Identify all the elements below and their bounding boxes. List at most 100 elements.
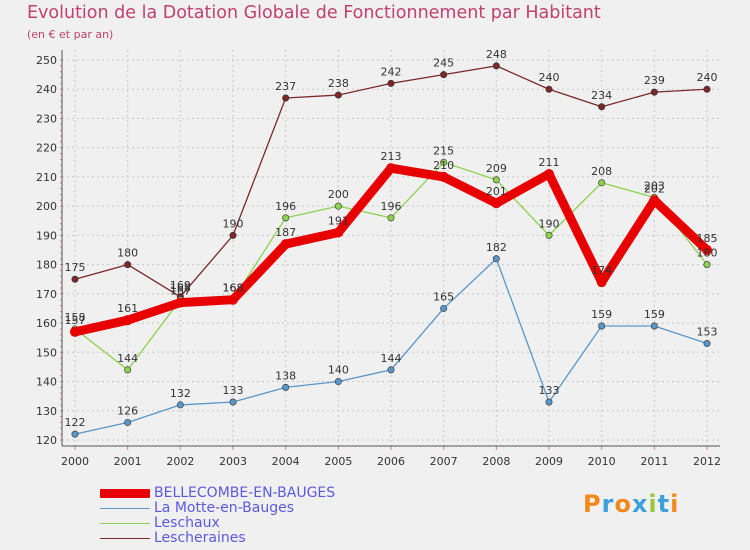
data-label: 167 (170, 285, 191, 298)
data-label: 190 (223, 217, 244, 230)
data-label: 132 (170, 387, 191, 400)
data-label: 133 (223, 384, 244, 397)
data-label: 245 (433, 57, 454, 70)
data-point (176, 401, 184, 409)
data-label: 138 (275, 369, 296, 382)
y-tick-label: 220 (36, 142, 57, 155)
logo-letter: t (657, 490, 671, 518)
chart-title: Evolution de la Dotation Globale de Fonc… (27, 3, 601, 23)
data-point (387, 366, 395, 374)
x-tick-label: 2003 (219, 455, 247, 468)
data-label: 182 (486, 241, 507, 254)
legend-item: La Motte-en-Bauges (100, 501, 335, 516)
y-tick-label: 180 (36, 259, 57, 272)
data-label: 159 (644, 308, 665, 321)
data-point (703, 340, 711, 348)
data-label: 209 (486, 162, 507, 175)
data-label: 242 (381, 65, 402, 78)
data-label: 234 (591, 89, 612, 102)
data-label: 202 (644, 182, 665, 195)
legend-swatch (100, 537, 150, 540)
data-label: 153 (697, 326, 718, 339)
logo-letter: r (601, 490, 615, 518)
data-label: 240 (539, 71, 560, 84)
data-point (334, 202, 342, 210)
data-label: 180 (697, 247, 718, 260)
x-tick-label: 2005 (324, 455, 352, 468)
chart-legend: BELLECOMBE-EN-BAUGES La Motte-en-Bauges … (100, 486, 335, 546)
y-tick-label: 240 (36, 83, 57, 96)
data-point (124, 261, 132, 269)
logo-letter: i (670, 490, 680, 518)
data-label: 200 (328, 188, 349, 201)
logo-letter: o (614, 490, 632, 518)
data-label: 196 (275, 200, 296, 213)
y-tick-label: 230 (36, 112, 57, 125)
data-point (228, 294, 238, 305)
data-label: 168 (170, 282, 191, 295)
data-point (124, 418, 132, 426)
x-tick-label: 2006 (377, 455, 405, 468)
data-point (492, 176, 500, 184)
y-tick-label: 200 (36, 200, 57, 213)
data-point (387, 214, 395, 222)
y-tick-label: 130 (36, 405, 57, 418)
data-label: 161 (117, 302, 138, 315)
data-point (440, 71, 448, 79)
data-label: 158 (65, 311, 86, 324)
data-point (545, 231, 553, 239)
logo-letter: x (631, 490, 649, 518)
legend-label: La Motte-en-Bauges (154, 500, 295, 516)
data-point (282, 383, 290, 391)
data-point (124, 366, 132, 374)
y-tick-label: 160 (36, 317, 57, 330)
data-label: 187 (275, 226, 296, 239)
data-point (650, 322, 658, 330)
legend-swatch (100, 489, 150, 498)
x-tick-label: 2002 (166, 455, 194, 468)
data-point (703, 85, 711, 93)
data-point (175, 297, 186, 308)
data-label: 168 (223, 282, 244, 295)
data-label: 133 (539, 384, 560, 397)
data-point (333, 227, 344, 238)
data-label: 159 (591, 308, 612, 321)
data-point (491, 198, 502, 209)
x-tick-label: 2009 (535, 455, 563, 468)
proxiti-logo: Proxiti (583, 490, 679, 518)
data-point (545, 85, 553, 93)
y-tick-label: 150 (36, 346, 57, 359)
x-tick-label: 2000 (61, 455, 89, 468)
data-label: 190 (539, 217, 560, 230)
data-label: 248 (486, 48, 507, 61)
data-point (598, 103, 606, 111)
data-label: 169 (170, 279, 191, 292)
legend-item: BELLECOMBE-EN-BAUGES (100, 486, 335, 501)
data-label: 210 (433, 159, 454, 172)
data-label: 185 (697, 232, 718, 245)
y-tick-label: 190 (36, 229, 57, 242)
data-point (282, 214, 290, 222)
data-point (334, 91, 342, 99)
data-point (545, 398, 553, 406)
x-tick-label: 2007 (430, 455, 458, 468)
data-label: 144 (381, 352, 402, 365)
data-label: 240 (697, 71, 718, 84)
x-tick-label: 2011 (640, 455, 668, 468)
data-point (387, 79, 395, 87)
data-point (280, 239, 291, 250)
y-tick-label: 250 (36, 54, 57, 67)
data-point (122, 315, 133, 326)
data-point (492, 255, 500, 263)
x-tick-label: 2008 (482, 455, 510, 468)
data-label: 157 (65, 314, 86, 327)
legend-item: Leschaux (100, 516, 335, 531)
data-point (71, 275, 79, 283)
data-label: 168 (223, 282, 244, 295)
data-label: 215 (433, 144, 454, 157)
data-label: 238 (328, 77, 349, 90)
data-label: 211 (539, 156, 560, 169)
legend-label: BELLECOMBE-EN-BAUGES (154, 485, 336, 501)
chart-subtitle: (en € et par an) (27, 28, 114, 41)
